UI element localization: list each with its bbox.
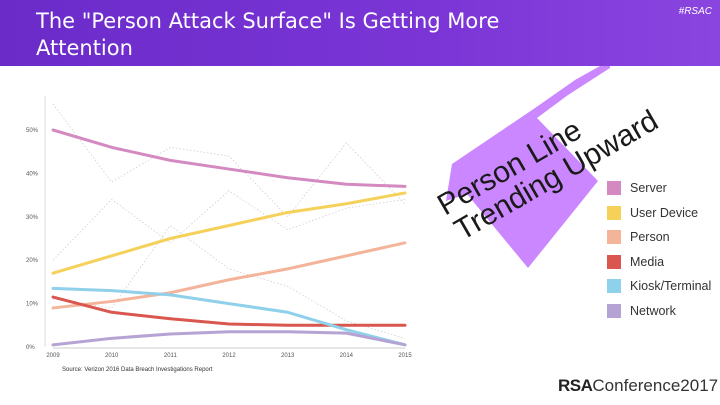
background-trace <box>52 103 406 218</box>
y-tick-label: 0% <box>26 345 35 351</box>
legend-label: User Device <box>630 205 699 220</box>
legend-item-media: Media <box>607 254 720 270</box>
x-tick-label: 2011 <box>164 353 178 359</box>
legend-item-kiosk-terminal: Kiosk/Terminal <box>607 278 720 294</box>
x-tick-label: 2010 <box>105 353 119 359</box>
logo-suffix: Conference2017 <box>592 376 719 395</box>
y-tick-label: 30% <box>26 215 39 221</box>
legend-swatch <box>607 205 621 220</box>
legend-item-server: Server <box>607 180 720 196</box>
legend-item-person: Person <box>607 229 720 245</box>
legend-item-network: Network <box>607 303 720 319</box>
upward-arrow-shape <box>446 66 610 268</box>
rsa-conference-logo: RSAConference2017 <box>558 376 718 396</box>
series-line-kiosk-terminal <box>51 286 407 347</box>
x-tick-label: 2015 <box>398 353 412 359</box>
legend-label: Media <box>630 254 665 269</box>
y-tick-label: 10% <box>26 302 39 308</box>
chart-legend: Server User Device Person Media Kiosk/Termin… <box>607 180 720 327</box>
legend-label: Person <box>630 230 670 244</box>
x-tick-label: 2009 <box>46 353 60 359</box>
legend-item-user-device: User Device <box>607 205 720 221</box>
legend-swatch <box>607 230 621 244</box>
legend-label: Server <box>630 181 667 195</box>
y-tick-label: 50% <box>26 128 39 134</box>
legend-label: Kiosk/Terminal <box>630 279 712 293</box>
hashtag: #RSAC <box>678 6 712 17</box>
series-line-server <box>51 128 407 188</box>
series-line-network <box>51 330 407 347</box>
x-tick-label: 2012 <box>222 353 236 359</box>
legend-swatch <box>607 181 621 195</box>
background-trace <box>52 190 406 261</box>
legend-swatch <box>607 254 621 269</box>
legend-swatch <box>607 303 621 318</box>
y-tick-label: 40% <box>26 171 39 177</box>
source-caption: Source: Verizon 2016 Data Breach Investi… <box>62 367 213 373</box>
y-tick-label: 20% <box>26 258 39 264</box>
background-trace <box>52 224 406 339</box>
x-tick-label: 2014 <box>340 353 354 359</box>
x-tick-label: 2013 <box>281 353 295 359</box>
legend-swatch <box>607 279 621 293</box>
series-line-person <box>51 241 407 310</box>
series-line-media <box>51 295 407 327</box>
header-bar: The "Person Attack Surface" Is Getting M… <box>0 0 720 66</box>
slide-title: The "Person Attack Surface" Is Getting M… <box>36 9 500 60</box>
logo-brand: RSA <box>558 376 593 395</box>
series-line-user-device <box>51 191 407 275</box>
line-chart: 0% 10% 20% 30% 40% 50% 2009 2010 2011 2012 2013 201… <box>26 66 664 359</box>
legend-label: Network <box>630 303 676 318</box>
